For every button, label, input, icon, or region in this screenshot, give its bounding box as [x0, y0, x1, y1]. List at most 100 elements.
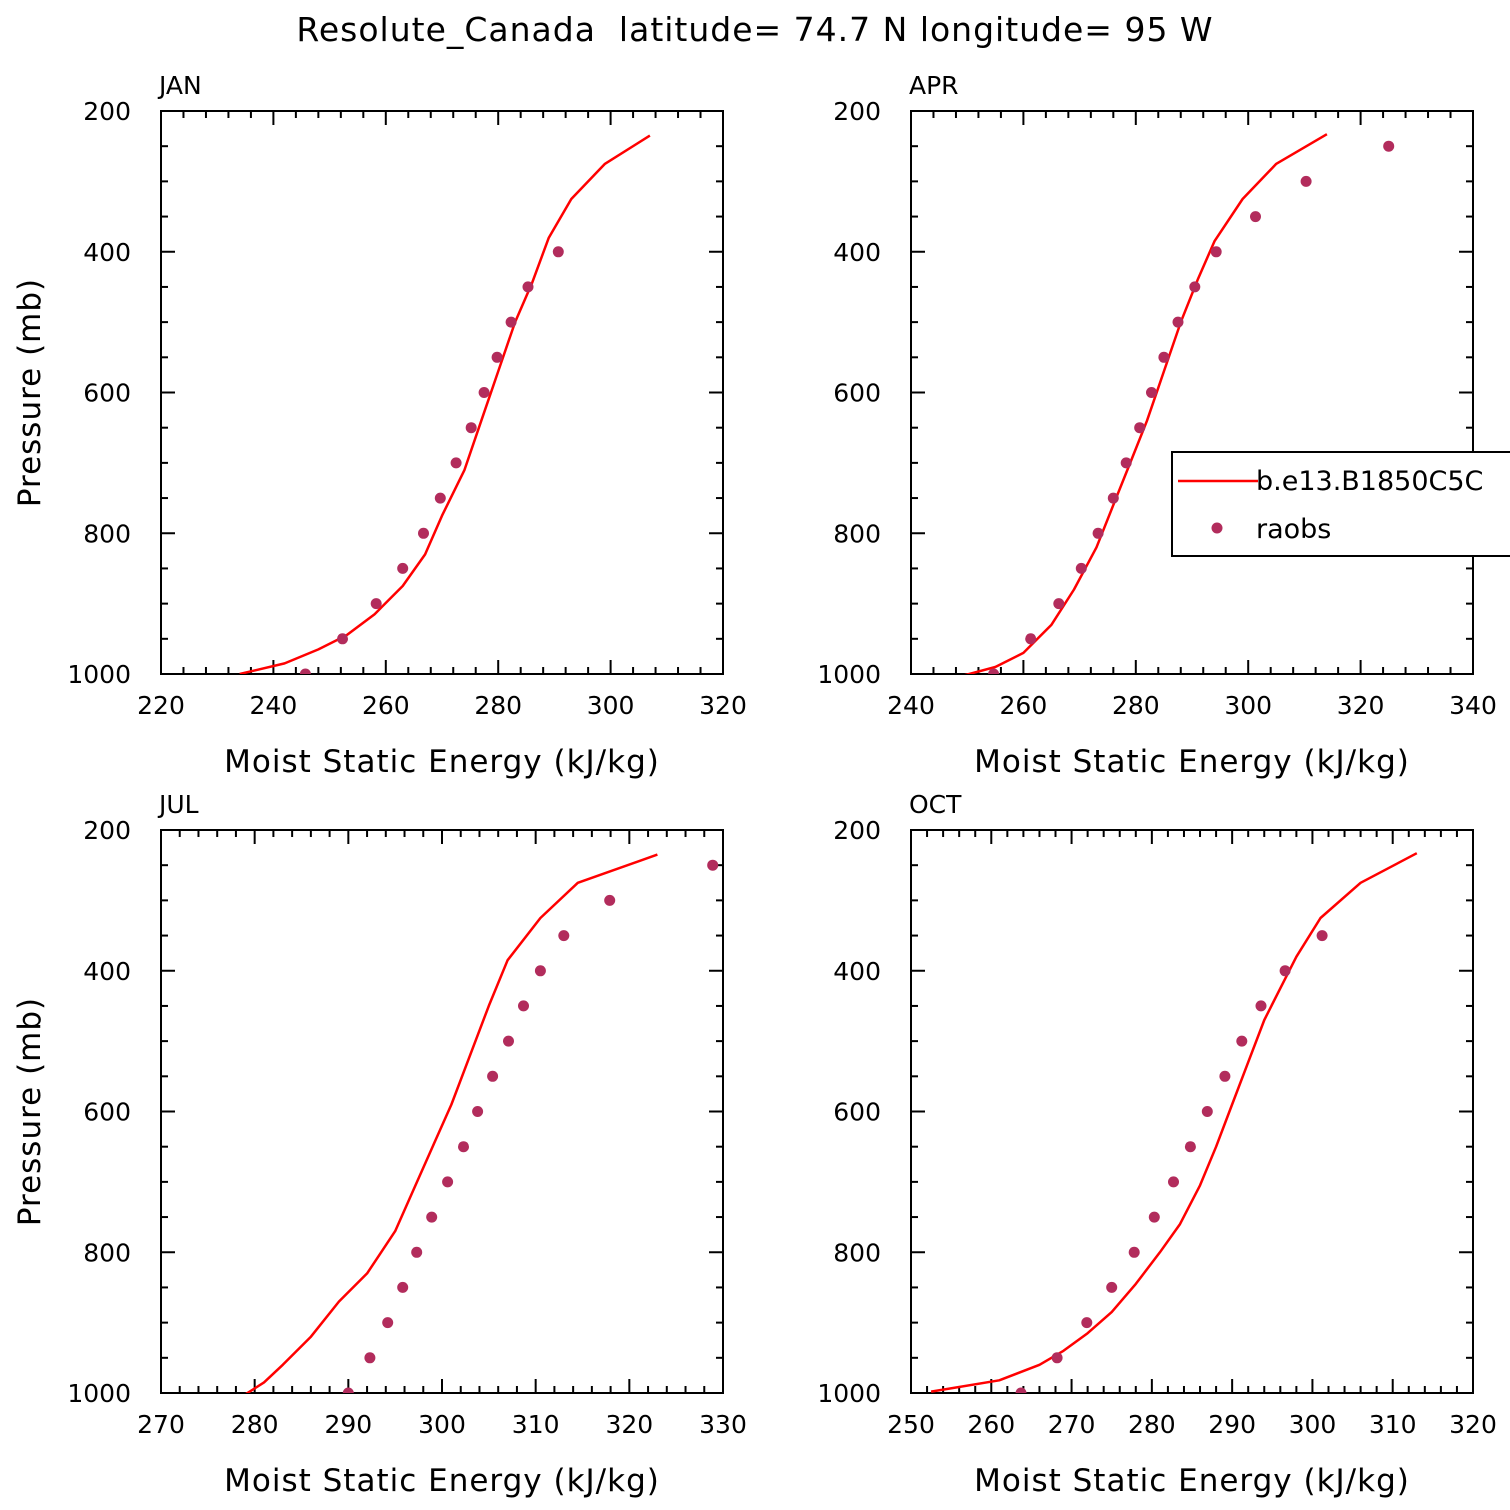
y-tick-label: 1000: [817, 660, 881, 689]
legend-label: b.e13.B1850C5C: [1256, 466, 1483, 497]
raobs-point: [522, 281, 534, 293]
y-tick-label: 800: [833, 519, 881, 548]
raobs-point: [505, 316, 517, 328]
raobs-point: [1158, 351, 1170, 363]
x-tick-label: 280: [231, 1410, 279, 1439]
raobs-point: [518, 1000, 529, 1012]
x-tick-label: 220: [137, 691, 185, 720]
raobs-point: [1051, 1352, 1063, 1364]
y-tick-label: 400: [83, 957, 131, 986]
raobs-point: [450, 457, 462, 469]
raobs-point: [442, 1176, 454, 1188]
y-tick-label: 200: [83, 816, 131, 845]
raobs-point: [299, 668, 311, 674]
y-tick-label: 200: [833, 97, 881, 126]
x-tick-label: 260: [1000, 691, 1048, 720]
raobs-point: [1219, 1070, 1231, 1082]
raobs-point: [1134, 422, 1146, 434]
raobs-point: [1210, 246, 1222, 258]
x-tick-label: 260: [362, 691, 410, 720]
raobs-point: [503, 1035, 514, 1047]
raobs-point: [487, 1070, 499, 1082]
y-tick-label: 200: [83, 97, 131, 126]
raobs-point: [1300, 175, 1312, 187]
raobs-point: [1025, 633, 1037, 645]
raobs-point: [1279, 965, 1291, 977]
raobs-point: [1120, 457, 1132, 469]
raobs-point: [1383, 140, 1395, 152]
raobs-point: [1172, 316, 1184, 328]
x-tick-label: 240: [250, 691, 298, 720]
raobs-point: [411, 1246, 423, 1258]
plot-frame: [910, 829, 1474, 1394]
model-line: [245, 853, 658, 1393]
x-tick-label: 310: [1369, 1410, 1417, 1439]
panel-label: JAN: [157, 71, 202, 100]
raobs-point: [1189, 281, 1201, 293]
panel-label: APR: [909, 71, 959, 100]
plot-area: [245, 853, 719, 1393]
raobs-point: [1184, 1141, 1196, 1153]
x-tick-label: 340: [1449, 691, 1497, 720]
raobs-point: [478, 387, 490, 398]
panel-label: JUL: [157, 790, 199, 819]
raobs-point: [1015, 1387, 1027, 1393]
x-tick-label: 310: [512, 1410, 560, 1439]
x-axis-label: Moist Static Energy (kJ/kg): [974, 1463, 1410, 1499]
panel-jan: 220 240 260 280 300 320 200 400 600 800 1000 JAN Moi…: [12, 71, 747, 780]
y-tick-label: 1000: [817, 1379, 881, 1408]
raobs-point: [1128, 1246, 1140, 1258]
raobs-point: [418, 527, 429, 539]
raobs-point: [604, 894, 616, 906]
y-tick-label: 400: [83, 238, 131, 267]
y-tick-label: 1000: [67, 660, 131, 689]
x-tick-label: 320: [1449, 1410, 1497, 1439]
legend-box: [1171, 451, 1510, 557]
raobs-point: [397, 1281, 409, 1293]
raobs-point: [397, 562, 409, 574]
model-line: [964, 133, 1328, 674]
legend-marker-swatch: [1211, 522, 1223, 534]
y-tick-label: 400: [833, 238, 881, 267]
plot-frame: [160, 829, 724, 1394]
x-tick-label: 330: [699, 1410, 747, 1439]
x-tick-label: 300: [1224, 691, 1272, 720]
y-tick-label: 800: [83, 519, 131, 548]
raobs-point: [472, 1106, 484, 1117]
raobs-point: [364, 1352, 376, 1364]
x-tick-label: 250: [887, 1410, 935, 1439]
y-tick-label: 800: [83, 1238, 131, 1267]
raobs-point: [1146, 387, 1157, 398]
raobs-point: [1092, 527, 1104, 539]
raobs-point: [465, 422, 477, 434]
legend: b.e13.B1850C5C raobs: [1171, 451, 1510, 557]
plot-frame: [160, 110, 724, 675]
x-tick-label: 320: [699, 691, 747, 720]
y-tick-label: 600: [83, 379, 131, 408]
raobs-point: [1107, 492, 1119, 504]
x-tick-label: 280: [474, 691, 522, 720]
raobs-point: [552, 246, 564, 258]
raobs-point: [1081, 1317, 1093, 1329]
plot-area: [964, 133, 1395, 674]
x-tick-label: 320: [1337, 691, 1385, 720]
raobs-point: [342, 1387, 354, 1393]
legend-label: raobs: [1256, 514, 1331, 545]
figure-title: Resolute_Canada latitude= 74.7 N longitu…: [296, 10, 1214, 49]
x-tick-label: 280: [1128, 1410, 1176, 1439]
x-tick-label: 290: [1208, 1410, 1256, 1439]
x-tick-label: 270: [1048, 1410, 1096, 1439]
y-tick-label: 600: [833, 1098, 881, 1127]
raobs-point: [1255, 1000, 1267, 1012]
y-axis-label: Pressure (mb): [12, 997, 48, 1226]
raobs-point: [337, 633, 348, 645]
model-line: [930, 852, 1418, 1393]
plot-area: [239, 134, 651, 674]
panel-jul: 270 280 290 300 310 320 330 200 400 600 800 1000 JUL…: [12, 790, 747, 1499]
y-tick-label: 1000: [67, 1379, 131, 1408]
raobs-point: [1201, 1106, 1213, 1117]
panel-oct: 250 260 270 280 290 300 310 320 200 400 600 800 1000…: [817, 790, 1496, 1499]
raobs-point: [434, 492, 446, 504]
panel-label: OCT: [909, 790, 962, 819]
